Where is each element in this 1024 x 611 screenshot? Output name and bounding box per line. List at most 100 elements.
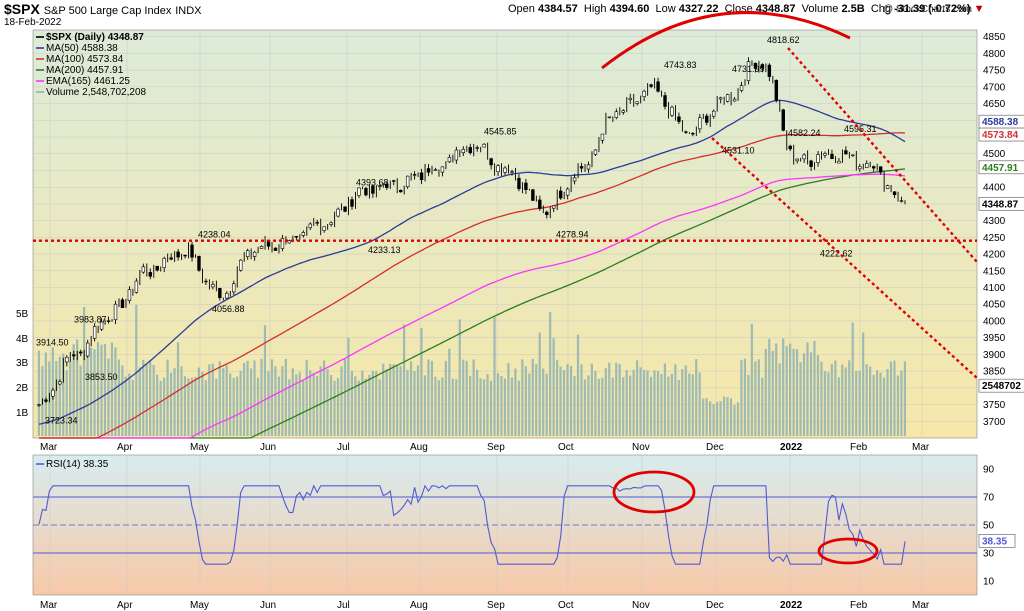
volume-bar — [479, 378, 482, 436]
volume-bar — [656, 370, 660, 436]
price-candle — [259, 245, 264, 249]
rsi-tick-label: 90 — [983, 465, 995, 476]
price-candle — [287, 240, 292, 244]
price-candle — [725, 94, 730, 102]
volume-bar — [409, 361, 413, 436]
price-candle — [412, 174, 417, 176]
price-candle — [816, 154, 820, 163]
price-candle — [44, 399, 48, 402]
month-tick-label: May — [190, 600, 209, 611]
volume-bar — [399, 366, 402, 436]
volume-bar — [820, 361, 823, 436]
price-candle — [176, 251, 180, 258]
volume-bar — [799, 362, 802, 436]
volume-bar — [688, 373, 691, 436]
ma100-line — [39, 132, 906, 439]
price-tick-label: 3900 — [983, 350, 1006, 361]
price-candle — [524, 182, 528, 190]
price-candle — [663, 95, 667, 107]
volume-bar — [486, 374, 489, 436]
price-candle — [385, 183, 389, 188]
volume-bar — [44, 352, 47, 436]
volume-bar — [159, 380, 162, 436]
rsi-badge-bg — [978, 534, 1016, 548]
volume-bar — [114, 347, 117, 436]
volume-bar — [698, 372, 701, 436]
volume-bar — [343, 358, 347, 436]
price-candle — [809, 160, 813, 167]
volume-bar — [510, 377, 513, 436]
price-annotation: 4731.99 — [732, 64, 765, 74]
volume-bar — [830, 364, 833, 436]
volume-bar — [649, 376, 653, 436]
month-tick-label: Oct — [558, 600, 574, 611]
volume-bar — [458, 319, 461, 436]
price-tick-label: 4150 — [983, 266, 1006, 277]
price-candle — [684, 131, 688, 133]
volume-bar — [62, 353, 65, 436]
price-candle — [586, 164, 591, 170]
price-candle — [802, 154, 806, 160]
price-candle — [844, 150, 848, 155]
volume-bar — [542, 368, 545, 436]
volume-bar — [872, 374, 875, 436]
price-candle — [232, 283, 236, 293]
volume-bar — [712, 404, 715, 436]
price-candle — [426, 168, 431, 173]
price-candle — [830, 153, 834, 160]
volume-bar — [319, 366, 322, 436]
volume-bar — [434, 376, 437, 436]
volume-bar — [194, 376, 197, 436]
volume-bar — [684, 365, 687, 436]
price-candle — [225, 292, 229, 299]
volume-bar — [642, 369, 646, 436]
rsi-tick-label: 70 — [983, 493, 995, 504]
price-candle — [698, 117, 702, 130]
symbol: $SPX — [4, 1, 40, 17]
volume-bar — [639, 367, 642, 436]
price-candle — [322, 226, 326, 231]
price-candle — [183, 254, 187, 257]
price-candle — [273, 247, 278, 251]
volume-bar — [615, 362, 618, 436]
volume-badge: 2548702 — [982, 381, 1021, 392]
volume-bar — [131, 379, 134, 436]
volume-bar — [312, 372, 315, 436]
volume-bar — [242, 362, 246, 436]
volume-bar — [406, 370, 409, 436]
price-annotation: 3853.50 — [85, 372, 118, 382]
volume-bar — [604, 368, 607, 436]
price-candle — [510, 171, 514, 173]
volume-bar — [566, 364, 569, 436]
volume-bar — [813, 340, 816, 436]
volume-tick-label: 1B — [16, 408, 29, 419]
volume-bar — [806, 342, 809, 436]
high-label: High — [583, 3, 607, 15]
price-candle — [712, 110, 716, 117]
price-candle — [315, 222, 319, 224]
volume-bar — [778, 363, 781, 436]
moving-averages — [38, 99, 906, 439]
rsi-panel: 10 30 50 70 90 RSI(14) 38.35 — [33, 459, 995, 588]
volume-tick-label: 4B — [16, 334, 29, 345]
volume-bar — [110, 342, 114, 436]
price-candle — [482, 143, 486, 148]
volume-bar — [448, 348, 451, 436]
price-candle — [565, 188, 570, 196]
price-annotation: 4278.94 — [556, 230, 589, 240]
volume-bar — [855, 370, 858, 436]
volume-bar — [149, 361, 152, 436]
price-candle — [621, 110, 625, 113]
trend-annotations — [33, 11, 978, 379]
price-candle — [489, 158, 493, 166]
volume-bar — [145, 364, 148, 436]
month-tick-label: Feb — [850, 600, 868, 611]
volume-bar — [503, 378, 507, 436]
volume-bar — [844, 367, 847, 436]
volume-bar — [660, 374, 663, 436]
volume-bar — [124, 376, 127, 436]
volume-bar — [364, 378, 367, 436]
volume-bar — [632, 369, 635, 436]
volume-bar — [726, 397, 729, 436]
volume-bar — [375, 371, 378, 436]
